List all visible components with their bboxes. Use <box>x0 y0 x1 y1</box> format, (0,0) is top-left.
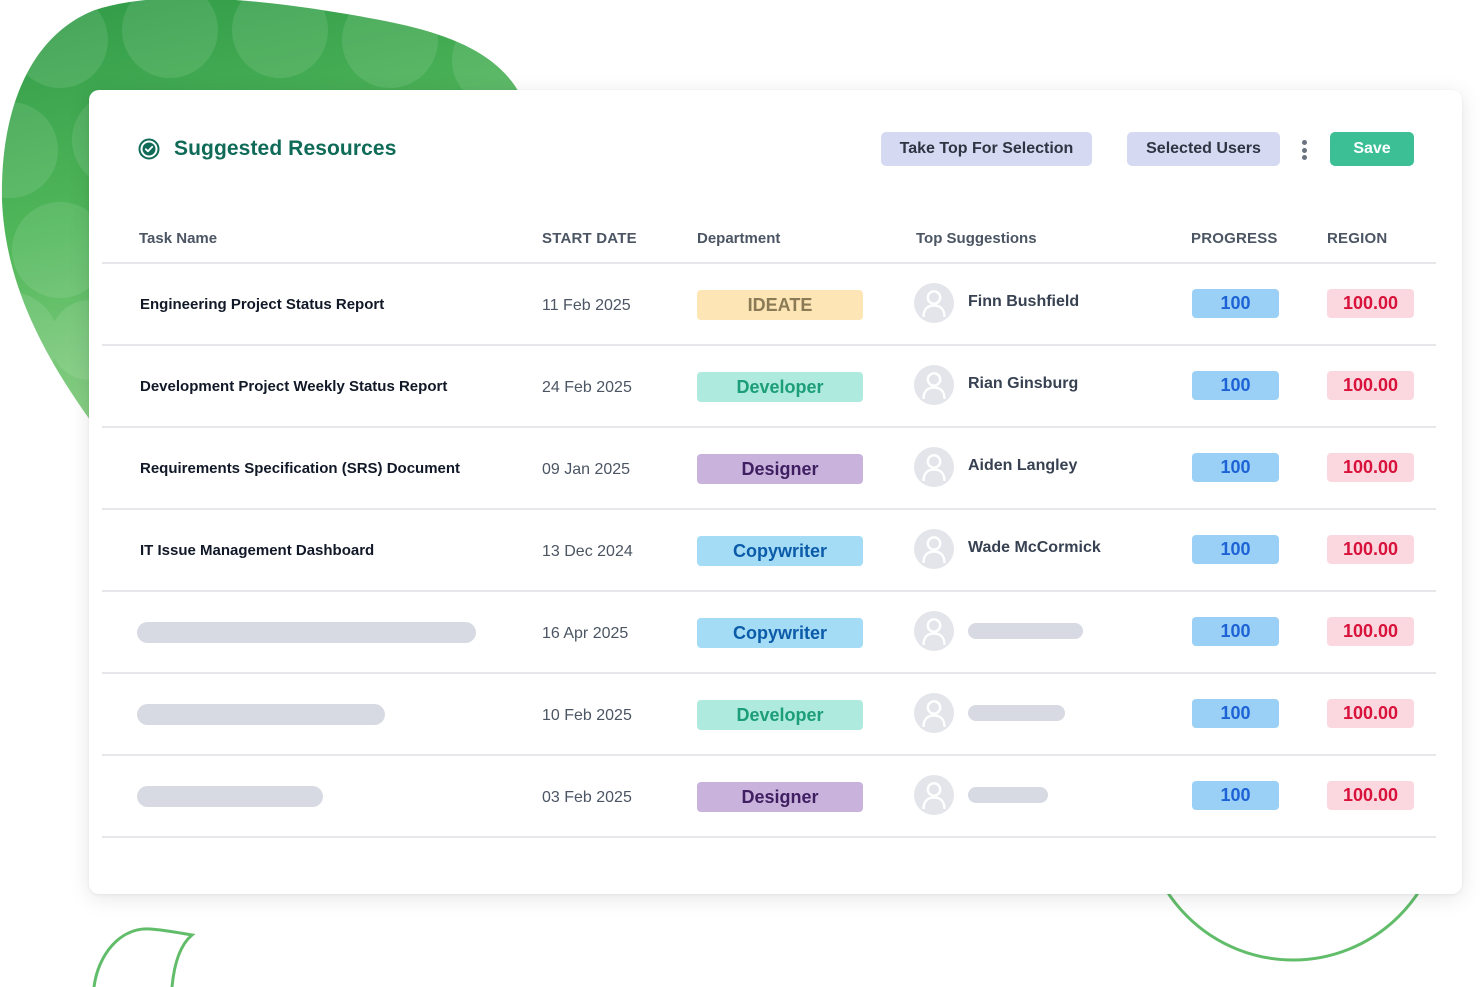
region-badge: 100.00 <box>1327 535 1414 564</box>
start-date: 11 Feb 2025 <box>542 297 631 314</box>
more-vertical-icon[interactable] <box>1292 137 1316 163</box>
region-badge: 100.00 <box>1327 699 1414 728</box>
column-header-task-name: Task Name <box>139 230 218 247</box>
progress-badge: 100 <box>1192 371 1279 400</box>
user-avatar-icon[interactable] <box>914 283 954 323</box>
progress-badge: 100 <box>1192 617 1279 646</box>
page-title: Suggested Resources <box>174 137 397 160</box>
department-badge: Developer <box>697 700 863 730</box>
title-group: Suggested Resources <box>138 137 396 161</box>
region-badge: 100.00 <box>1327 617 1414 646</box>
start-date: 16 Apr 2025 <box>542 625 629 642</box>
table-row[interactable]: 03 Feb 2025 Designer 100 100.00 <box>102 756 1436 838</box>
suggested-user-name[interactable]: Rian Ginsburg <box>968 375 1079 392</box>
user-avatar-icon[interactable] <box>914 447 954 487</box>
task-name: Engineering Project Status Report <box>140 296 385 313</box>
task-name-placeholder <box>137 786 323 807</box>
suggested-user-name[interactable]: Finn Bushfield <box>968 293 1080 310</box>
task-name-placeholder <box>137 704 385 725</box>
table-header: Task Name START DATE Department Top Sugg… <box>102 215 1436 264</box>
progress-badge: 100 <box>1192 453 1279 482</box>
resources-table: Task Name START DATE Department Top Sugg… <box>102 215 1436 838</box>
save-button[interactable]: Save <box>1330 132 1414 166</box>
column-header-progress: PROGRESS <box>1191 230 1278 247</box>
suggested-user-name[interactable]: Aiden Langley <box>968 457 1078 474</box>
region-badge: 100.00 <box>1327 371 1414 400</box>
table-row[interactable]: 10 Feb 2025 Developer 100 100.00 <box>102 674 1436 756</box>
department-badge: Designer <box>697 782 863 812</box>
selected-users-button[interactable]: Selected Users <box>1127 132 1280 166</box>
progress-badge: 100 <box>1192 699 1279 728</box>
start-date: 24 Feb 2025 <box>542 379 632 396</box>
region-badge: 100.00 <box>1327 781 1414 810</box>
start-date: 09 Jan 2025 <box>542 461 631 478</box>
department-badge: Copywriter <box>697 536 863 566</box>
start-date: 03 Feb 2025 <box>542 789 632 806</box>
suggested-user-placeholder <box>968 787 1048 803</box>
task-name-placeholder <box>137 622 476 643</box>
region-badge: 100.00 <box>1327 453 1414 482</box>
user-avatar-icon[interactable] <box>914 693 954 733</box>
column-header-start-date: START DATE <box>542 230 637 247</box>
department-badge: IDEATE <box>697 290 863 320</box>
column-header-department: Department <box>697 230 781 247</box>
table-row[interactable]: Engineering Project Status Report 11 Feb … <box>102 264 1436 346</box>
suggested-user-placeholder <box>968 705 1065 721</box>
department-badge: Designer <box>697 454 863 484</box>
column-header-top-suggestions: Top Suggestions <box>916 230 1037 247</box>
user-avatar-icon[interactable] <box>914 529 954 569</box>
user-avatar-icon[interactable] <box>914 775 954 815</box>
progress-badge: 100 <box>1192 535 1279 564</box>
table-row[interactable]: Development Project Weekly Status Report… <box>102 346 1436 428</box>
task-name: Requirements Specification (SRS) Documen… <box>140 460 461 477</box>
suggested-user-name[interactable]: Wade McCormick <box>968 539 1101 556</box>
take-top-for-selection-button[interactable]: Take Top For Selection <box>881 132 1092 166</box>
user-avatar-icon[interactable] <box>914 365 954 405</box>
decorative-leaf <box>92 927 196 987</box>
user-avatar-icon[interactable] <box>914 611 954 651</box>
department-badge: Developer <box>697 372 863 402</box>
table-row[interactable]: IT Issue Management Dashboard 13 Dec 2024… <box>102 510 1436 592</box>
department-badge: Copywriter <box>697 618 863 648</box>
region-badge: 100.00 <box>1327 289 1414 318</box>
suggested-resources-card: Suggested Resources Take Top For Selecti… <box>89 90 1462 894</box>
start-date: 13 Dec 2024 <box>542 543 633 560</box>
task-name: Development Project Weekly Status Report <box>140 378 448 395</box>
check-circle-icon <box>138 138 160 160</box>
decorative-circle <box>1150 700 1440 962</box>
task-name: IT Issue Management Dashboard <box>140 542 375 559</box>
card-header: Suggested Resources Take Top For Selecti… <box>89 90 1462 210</box>
progress-badge: 100 <box>1192 289 1279 318</box>
start-date: 10 Feb 2025 <box>542 707 632 724</box>
suggested-user-placeholder <box>968 623 1083 639</box>
table-row[interactable]: Requirements Specification (SRS) Documen… <box>102 428 1436 510</box>
column-header-region: REGION <box>1327 230 1388 247</box>
table-body: Engineering Project Status Report 11 Feb … <box>102 264 1436 838</box>
progress-badge: 100 <box>1192 781 1279 810</box>
table-row[interactable]: 16 Apr 2025 Copywriter 100 100.00 <box>102 592 1436 674</box>
